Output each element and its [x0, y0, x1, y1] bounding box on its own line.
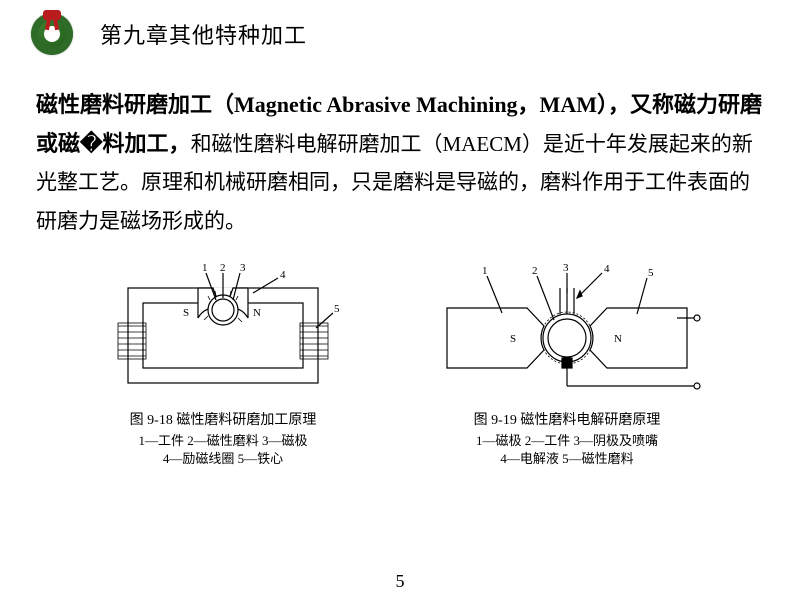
label-3: 3 — [240, 262, 246, 274]
caption-parts-left-1: 1—工件 2—磁性磨料 3—磁极 — [98, 432, 348, 450]
caption-parts-right-2: 4—电解液 5—磁性磨料 — [432, 450, 702, 468]
label-5: 5 — [334, 303, 340, 315]
r-label-N: N — [614, 333, 622, 345]
figure-left: 1 2 3 4 5 S N 图 9-18 磁性磨料研磨加工原理 1—工件 2—磁… — [98, 258, 348, 468]
content-area: 磁性磨料研磨加工（Magnetic Abrasive Machining，MAM… — [0, 58, 800, 468]
english-term: Magnetic Abrasive Machining，MAM — [234, 92, 597, 117]
caption-parts-left-2: 4—励磁线圈 5—铁心 — [98, 450, 348, 468]
label-N: N — [253, 307, 261, 319]
caption-parts-right-1: 1—磁极 2—工件 3—阴极及喷嘴 — [432, 432, 702, 450]
r-label-2: 2 — [532, 265, 538, 277]
label-S: S — [183, 307, 189, 319]
main-paragraph: 磁性磨料研磨加工（Magnetic Abrasive Machining，MAM… — [36, 86, 764, 240]
r-label-4: 4 — [604, 263, 610, 275]
diagram-9-19: 1 2 3 4 5 S N — [432, 258, 702, 403]
wreath-icon — [28, 10, 76, 58]
label-1: 1 — [202, 262, 208, 274]
diagram-9-18: 1 2 3 4 5 S N — [98, 258, 348, 403]
figures-row: 1 2 3 4 5 S N 图 9-18 磁性磨料研磨加工原理 1—工件 2—磁… — [36, 258, 764, 468]
figure-right: 1 2 3 4 5 S N 图 9-19 磁性磨料电解研磨原理 1—磁极 2—工… — [432, 258, 702, 468]
caption-title-left: 图 9-18 磁性磨料研磨加工原理 — [98, 409, 348, 429]
r-label-1: 1 — [482, 265, 488, 277]
page-header: 第九章其他特种加工 — [0, 0, 800, 58]
label-4: 4 — [280, 269, 286, 281]
page-number: 5 — [396, 571, 405, 592]
caption-title-right: 图 9-19 磁性磨料电解研磨原理 — [432, 409, 702, 429]
chapter-title: 第九章其他特种加工 — [100, 18, 307, 50]
bold-text-1: 磁性磨料研磨加工（ — [36, 92, 234, 117]
r-label-3: 3 — [563, 262, 569, 274]
r-label-5: 5 — [648, 267, 654, 279]
label-2: 2 — [220, 262, 226, 274]
r-label-S: S — [510, 333, 516, 345]
